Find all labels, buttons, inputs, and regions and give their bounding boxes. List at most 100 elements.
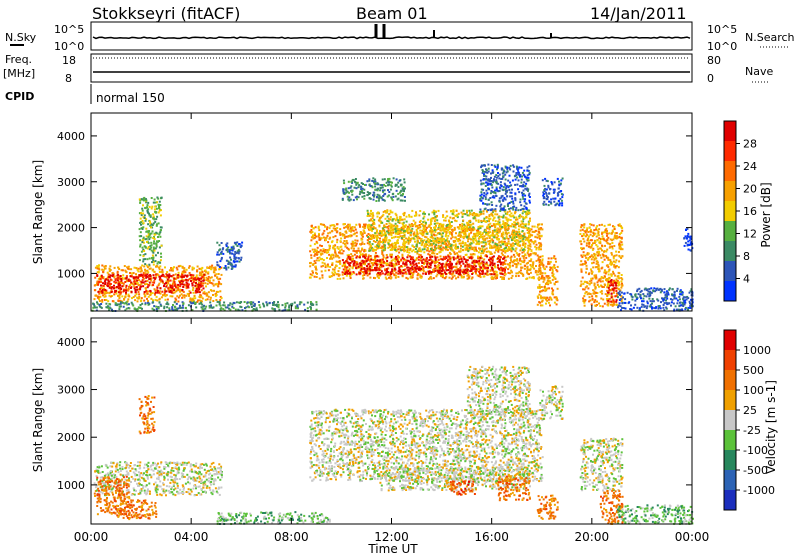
heatmap-cell [519,217,521,219]
heatmap-cell [392,259,394,261]
heatmap-cell [117,279,119,281]
heatmap-cell [512,247,514,249]
heatmap-cell [156,296,158,298]
heatmap-cell [437,232,439,234]
heatmap-cell [316,304,318,306]
heatmap-cell [141,265,143,267]
heatmap-cell [452,276,454,278]
heatmap-cell [214,274,216,276]
heatmap-cell [533,268,535,270]
heatmap-cell [487,271,489,273]
heatmap-cell [136,280,138,282]
heatmap-cell [284,307,286,309]
heatmap-cell [534,236,536,238]
heatmap-cell [188,267,190,269]
heatmap-cell [117,267,119,269]
heatmap-cell [355,224,357,226]
heatmap-cell [462,236,464,238]
heatmap-cell [387,271,389,273]
heatmap-cell [519,258,521,260]
heatmap-cell [259,306,261,308]
heatmap-cell [113,293,115,295]
heatmap-cell [525,278,527,280]
heatmap-cell [174,301,176,303]
heatmap-cell [540,246,542,248]
heatmap-cell [216,277,218,279]
heatmap-cell [372,217,374,219]
heatmap-cell [373,249,375,251]
heatmap-cell [474,253,476,255]
heatmap-cell [96,281,98,283]
heatmap-cell [138,279,140,281]
heatmap-cell [346,236,348,238]
heatmap-cell [233,261,235,263]
heatmap-cell [159,268,161,270]
heatmap-cell [445,234,447,236]
heatmap-cell [203,287,205,289]
heatmap-cell [127,290,129,292]
heatmap-cell [538,224,540,226]
heatmap-cell [384,270,386,272]
heatmap-cell [212,300,214,302]
heatmap-cell [396,216,398,218]
heatmap-cell [139,254,141,256]
heatmap-cell [441,225,443,227]
heatmap-cell [370,249,372,251]
heatmap-cell [339,228,341,230]
heatmap-cell [172,268,174,270]
heatmap-cell [480,220,482,222]
heatmap-cell [204,282,206,284]
heatmap-cell [219,302,221,304]
heatmap-cell [182,307,184,309]
heatmap-cell [449,217,451,219]
heatmap-cell [454,240,456,242]
heatmap-cell [137,298,139,300]
heatmap-cell [353,248,355,250]
heatmap-cell [155,306,157,308]
heatmap-cell [153,282,155,284]
heatmap-cell [510,244,512,246]
heatmap-cell [164,266,166,268]
heatmap-cell [457,269,459,271]
heatmap-cell [416,267,418,269]
heatmap-cell [428,226,430,228]
heatmap-cell [155,274,157,276]
heatmap-cell [434,262,436,264]
heatmap-cell [101,265,103,267]
heatmap-cell [401,229,403,231]
heatmap-cell [403,269,405,271]
heatmap-cell [483,276,485,278]
heatmap-cell [98,281,100,283]
heatmap-cell [332,236,334,238]
heatmap-cell [320,254,322,256]
heatmap-cell [476,241,478,243]
heatmap-cell [341,249,343,251]
heatmap-cell [435,234,437,236]
heatmap-cell [198,284,200,286]
heatmap-cell [408,273,410,275]
heatmap-cell [143,250,145,252]
heatmap-cell [176,269,178,271]
heatmap-cell [438,242,440,244]
heatmap-cell [432,217,434,219]
heatmap-cell [145,287,147,289]
heatmap-cell [365,270,367,272]
heatmap-cell [494,226,496,228]
heatmap-cell [102,289,104,291]
heatmap-cell [190,292,192,294]
heatmap-cell [216,291,218,293]
heatmap-cell [208,296,210,298]
heatmap-cell [430,259,432,261]
heatmap-cell [485,230,487,232]
heatmap-cell [537,234,539,236]
heatmap-cell [367,210,369,212]
heatmap-cell [220,307,222,309]
heatmap-cell [154,234,156,236]
heatmap-cell [486,263,488,265]
heatmap-cell [434,267,436,269]
heatmap-cell [153,202,155,204]
heatmap-cell [154,199,156,201]
heatmap-cell [502,262,504,264]
heatmap-cell [189,272,191,274]
heatmap-cell [239,261,241,263]
